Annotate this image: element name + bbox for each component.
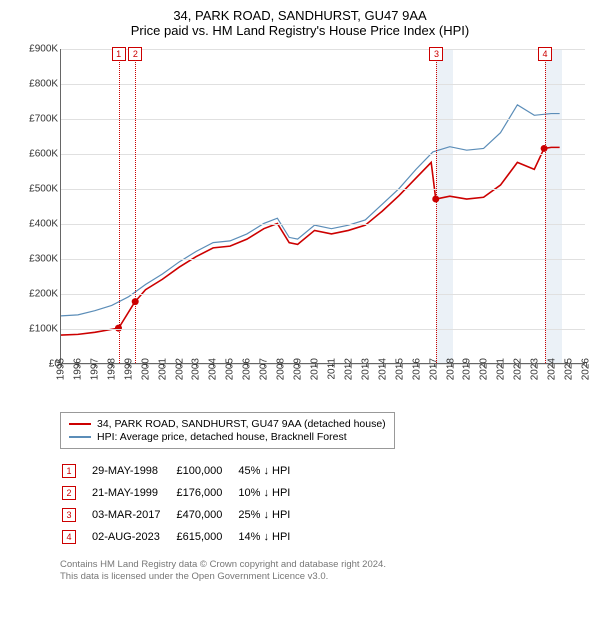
y-tick-label: £300K	[29, 254, 58, 265]
x-tick-label: 2001	[157, 358, 168, 380]
marker-line	[119, 49, 120, 363]
legend-item: HPI: Average price, detached house, Brac…	[69, 431, 386, 443]
x-tick-label: 1999	[123, 358, 134, 380]
x-tick-label: 2019	[462, 358, 473, 380]
gridline	[61, 329, 585, 330]
x-tick-label: 2016	[411, 358, 422, 380]
x-tick-label: 2002	[174, 358, 185, 380]
table-row: 221-MAY-1999£176,00010% ↓ HPI	[62, 483, 304, 503]
footer-line: Contains HM Land Registry data © Crown c…	[60, 559, 590, 571]
sale-num: 4	[62, 527, 90, 547]
sale-price: £615,000	[176, 527, 236, 547]
y-tick-label: £100K	[29, 324, 58, 335]
sale-price: £100,000	[176, 461, 236, 481]
chart: £0£100K£200K£300K£400K£500K£600K£700K£80…	[10, 44, 590, 404]
y-tick-label: £600K	[29, 149, 58, 160]
y-tick-label: £800K	[29, 79, 58, 90]
sale-date: 29-MAY-1998	[92, 461, 174, 481]
y-tick-label: £200K	[29, 289, 58, 300]
gridline	[61, 154, 585, 155]
x-tick-label: 1996	[72, 358, 83, 380]
y-tick-label: £900K	[29, 44, 58, 55]
legend-label: HPI: Average price, detached house, Brac…	[97, 431, 347, 443]
plot-area: £0£100K£200K£300K£400K£500K£600K£700K£80…	[60, 49, 585, 364]
gridline	[61, 294, 585, 295]
legend-swatch	[69, 423, 91, 425]
sale-num: 1	[62, 461, 90, 481]
marker-line	[545, 49, 546, 363]
sales-table: 129-MAY-1998£100,00045% ↓ HPI221-MAY-199…	[60, 459, 306, 549]
marker-box: 4	[538, 47, 552, 61]
title-main: 34, PARK ROAD, SANDHURST, GU47 9AA	[10, 8, 590, 23]
x-tick-label: 1995	[56, 358, 67, 380]
marker-line	[436, 49, 437, 363]
legend: 34, PARK ROAD, SANDHURST, GU47 9AA (deta…	[60, 412, 395, 449]
y-tick-label: £500K	[29, 184, 58, 195]
sale-delta: 45% ↓ HPI	[238, 461, 304, 481]
x-tick-label: 2006	[242, 358, 253, 380]
x-tick-label: 2024	[547, 358, 558, 380]
table-row: 303-MAR-2017£470,00025% ↓ HPI	[62, 505, 304, 525]
x-tick-label: 2026	[581, 358, 592, 380]
x-tick-label: 2023	[530, 358, 541, 380]
sale-delta: 10% ↓ HPI	[238, 483, 304, 503]
x-tick-label: 2021	[496, 358, 507, 380]
footer: Contains HM Land Registry data © Crown c…	[60, 559, 590, 584]
sale-date: 03-MAR-2017	[92, 505, 174, 525]
x-tick-label: 2013	[360, 358, 371, 380]
sale-num: 2	[62, 483, 90, 503]
x-tick-label: 2000	[140, 358, 151, 380]
marker-line	[135, 49, 136, 363]
x-tick-label: 2008	[276, 358, 287, 380]
marker-box: 1	[112, 47, 126, 61]
x-tick-label: 2015	[394, 358, 405, 380]
x-tick-label: 2009	[293, 358, 304, 380]
x-tick-label: 1997	[89, 358, 100, 380]
sale-price: £470,000	[176, 505, 236, 525]
x-tick-label: 2005	[225, 358, 236, 380]
x-tick-label: 2022	[513, 358, 524, 380]
sale-date: 02-AUG-2023	[92, 527, 174, 547]
footer-line: This data is licensed under the Open Gov…	[60, 571, 590, 583]
sale-delta: 25% ↓ HPI	[238, 505, 304, 525]
y-tick-label: £700K	[29, 114, 58, 125]
sale-price: £176,000	[176, 483, 236, 503]
table-row: 402-AUG-2023£615,00014% ↓ HPI	[62, 527, 304, 547]
x-tick-label: 2020	[479, 358, 490, 380]
x-tick-label: 2018	[445, 358, 456, 380]
legend-swatch	[69, 436, 91, 438]
legend-item: 34, PARK ROAD, SANDHURST, GU47 9AA (deta…	[69, 418, 386, 430]
chart-container: 34, PARK ROAD, SANDHURST, GU47 9AA Price…	[0, 0, 600, 592]
x-tick-label: 2010	[310, 358, 321, 380]
legend-label: 34, PARK ROAD, SANDHURST, GU47 9AA (deta…	[97, 418, 386, 430]
title-sub: Price paid vs. HM Land Registry's House …	[10, 23, 590, 38]
x-tick-label: 2004	[208, 358, 219, 380]
gridline	[61, 259, 585, 260]
x-tick-label: 1998	[106, 358, 117, 380]
x-tick-label: 2014	[377, 358, 388, 380]
x-tick-label: 2012	[343, 358, 354, 380]
gridline	[61, 84, 585, 85]
x-tick-label: 2011	[326, 358, 337, 380]
x-tick-label: 2007	[259, 358, 270, 380]
y-tick-label: £400K	[29, 219, 58, 230]
chart-lines	[61, 49, 585, 363]
marker-box: 2	[128, 47, 142, 61]
sale-date: 21-MAY-1999	[92, 483, 174, 503]
x-tick-label: 2003	[191, 358, 202, 380]
title-block: 34, PARK ROAD, SANDHURST, GU47 9AA Price…	[10, 8, 590, 38]
x-tick-label: 2025	[564, 358, 575, 380]
gridline	[61, 189, 585, 190]
marker-box: 3	[429, 47, 443, 61]
table-row: 129-MAY-1998£100,00045% ↓ HPI	[62, 461, 304, 481]
sale-delta: 14% ↓ HPI	[238, 527, 304, 547]
gridline	[61, 224, 585, 225]
gridline	[61, 119, 585, 120]
sale-num: 3	[62, 505, 90, 525]
